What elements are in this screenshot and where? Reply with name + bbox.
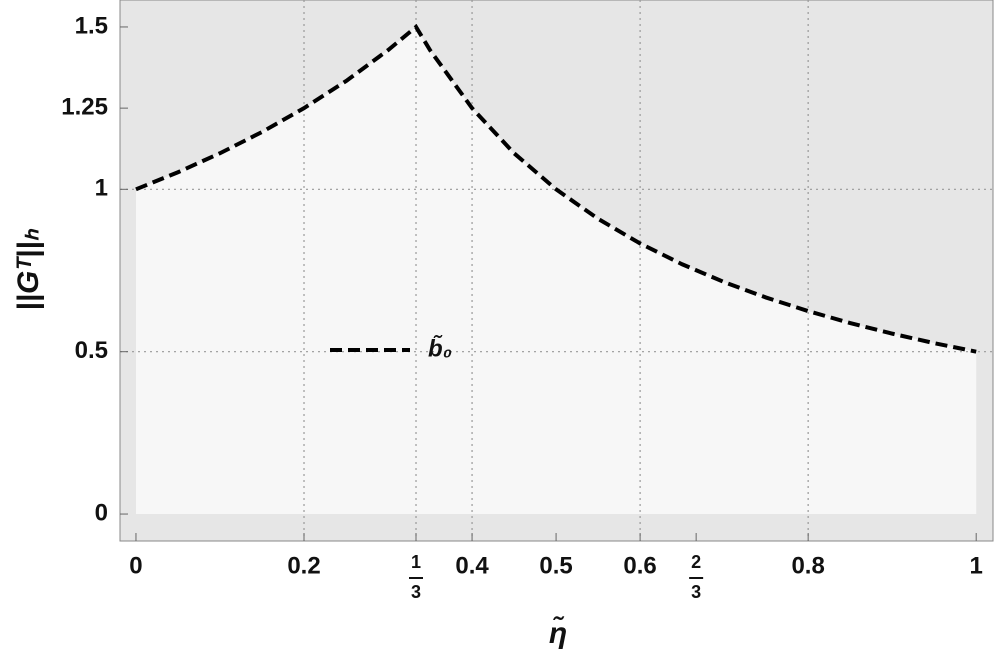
- legend-label: b̃₀: [428, 335, 452, 363]
- x-tick-label: 0.2: [287, 552, 320, 579]
- x-tick-label: 0.5: [539, 552, 572, 579]
- x-tick-label: 0.8: [791, 552, 824, 579]
- x-axis-label: η̃: [549, 616, 567, 650]
- denominator: 3: [411, 582, 421, 602]
- x-tick-label: 0.4: [455, 552, 489, 579]
- numerator: 1: [411, 552, 421, 572]
- denominator: 3: [691, 582, 701, 602]
- data-line: [135, 23, 977, 354]
- y-tick-label: 1: [95, 175, 108, 202]
- y-tick-label: 0.5: [75, 337, 108, 364]
- y-tick-label: 0: [95, 499, 108, 526]
- plot-layer: [120, 0, 993, 541]
- x-tick-label: 0: [129, 552, 142, 579]
- y-tick-label: 1.5: [75, 12, 108, 39]
- y-axis-label: ||Gᵀ||ₕ: [12, 228, 45, 310]
- x-tick-label: 0.6: [623, 552, 656, 579]
- numerator: 2: [691, 552, 701, 572]
- x-tick-label: 1: [970, 552, 983, 579]
- area-fill: [135, 26, 977, 515]
- y-tick-label: 1.25: [61, 93, 108, 120]
